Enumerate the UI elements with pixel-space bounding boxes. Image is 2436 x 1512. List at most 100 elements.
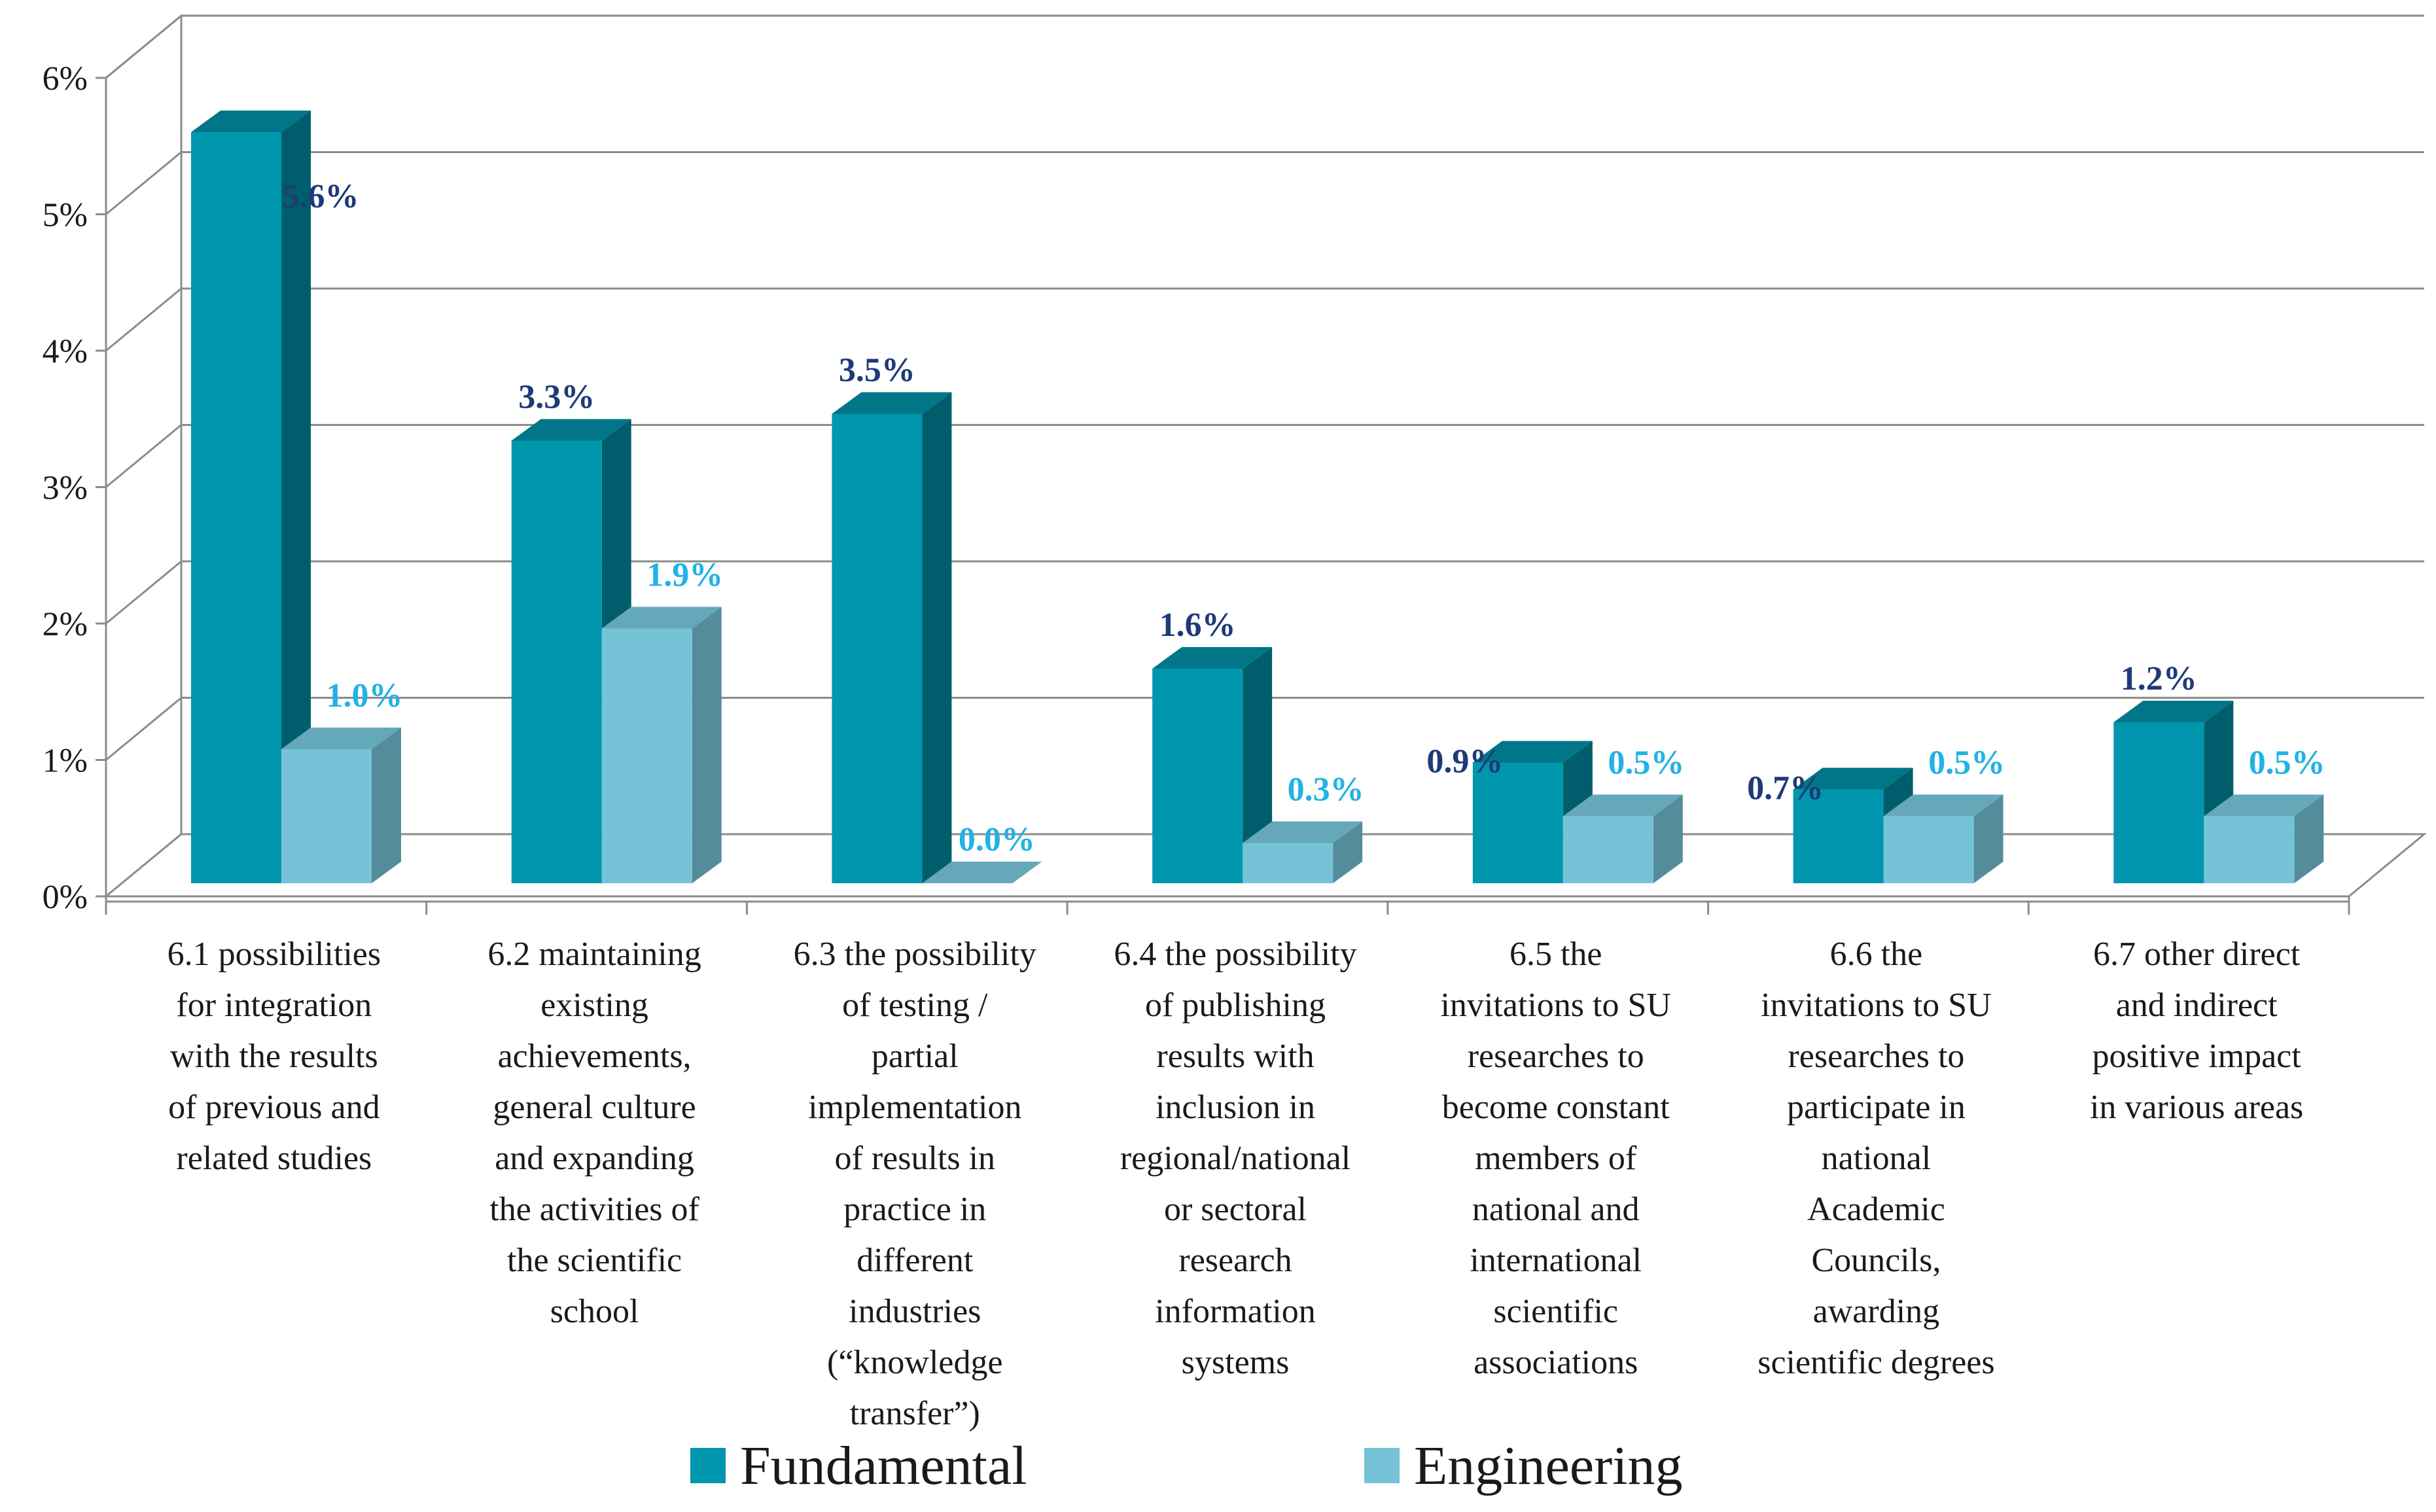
x-category-label-line: or sectoral: [1164, 1191, 1307, 1228]
bar-front-face: [2204, 816, 2295, 883]
data-label: 1.2%: [2121, 660, 2197, 697]
x-category-label-line: (“knowledge: [827, 1344, 1003, 1381]
bar-top-face: [191, 111, 311, 132]
bar-side-face: [281, 111, 311, 883]
data-label: 0.5%: [2249, 745, 2325, 782]
x-category-label-line: school: [550, 1293, 639, 1330]
bar-side-face: [1653, 794, 1683, 883]
x-category-label-line: researches to: [1788, 1038, 1964, 1075]
gridline: [105, 424, 2424, 488]
x-category-label-line: regional/national: [1120, 1140, 1350, 1177]
x-category-label-line: different: [856, 1242, 974, 1279]
x-category-label-line: implementation: [808, 1089, 1021, 1126]
x-category-label-line: and expanding: [495, 1140, 694, 1177]
gridline: [105, 14, 2424, 79]
x-category-label-line: results with: [1156, 1038, 1314, 1075]
x-category-label-line: researches to: [1468, 1038, 1644, 1075]
x-axis-line: [105, 891, 2350, 903]
x-category-label-line: become constant: [1442, 1089, 1670, 1126]
x-category-label-line: with the results: [170, 1038, 378, 1075]
gridline: [105, 151, 2424, 215]
x-category-label-line: the activities of: [489, 1191, 699, 1228]
data-label: 1.0%: [327, 677, 403, 714]
bar-front-face: [2113, 722, 2204, 883]
x-category-label-line: 6.1 possibilities: [168, 936, 381, 973]
y-tick-label: 1%: [43, 743, 88, 780]
bar-side-face: [692, 607, 722, 883]
legend-label: Engineering: [1414, 1435, 1683, 1496]
bar-front-face: [1243, 843, 1333, 883]
bar-front-face: [281, 749, 372, 883]
x-category-label-line: of testing /: [842, 987, 988, 1024]
y-tick-label: 0%: [43, 879, 88, 916]
legend-entry-fundamental: Fundamental: [690, 1435, 1027, 1496]
bar-engineering-3: [922, 862, 1042, 883]
x-category-label: 6.1 possibilities for integration with the…: [168, 936, 381, 1177]
bar-engineering-2: [601, 607, 722, 883]
x-category-label-line: national and: [1472, 1191, 1640, 1228]
x-category-label-line: 6.4 the possibility: [1114, 936, 1356, 973]
gridline: [105, 697, 2424, 761]
x-category-label-line: invitations to SU: [1440, 987, 1670, 1024]
bar-side-face: [2294, 794, 2324, 883]
bar-top-face: [511, 419, 631, 441]
y-tick-label: 4%: [43, 333, 88, 370]
x-category-label-line: practice in: [843, 1191, 986, 1228]
bar-top-face: [601, 607, 722, 629]
x-category-label-line: of previous and: [168, 1089, 380, 1126]
x-category-label-line: associations: [1474, 1344, 1638, 1381]
bar-top-face: [832, 392, 952, 414]
x-category-label-line: related studies: [176, 1140, 372, 1177]
chart-data-labels: 5.6% 3.3% 3.5% 1.6% 0.9% 0.7% 1.2% 1.0% 1.9% 0.0%…: [283, 178, 2325, 858]
bar-top-face: [281, 728, 401, 749]
x-category-label-line: positive impact: [2092, 1038, 2302, 1075]
x-category-label-line: Academic: [1807, 1191, 1945, 1228]
data-label: 0.9%: [1426, 743, 1503, 781]
x-category-label-line: 6.7 other direct: [2093, 936, 2301, 973]
x-category-label-line: scientific degrees: [1757, 1344, 1994, 1381]
bar-front-face: [832, 413, 923, 883]
chart-gridlines: [96, 14, 2424, 898]
y-axis-tick-labels: 0% 1% 2% 3% 4% 5% 6%: [43, 60, 88, 916]
gridline: [105, 287, 2424, 352]
x-category-label: 6.6 the invitations to SU researches to par…: [1757, 936, 1994, 1381]
y-tick-label: 6%: [43, 60, 88, 97]
bar-top-face: [1793, 767, 1913, 790]
bar-side-face: [1243, 647, 1273, 883]
data-label: 3.5%: [839, 352, 915, 389]
x-category-label-line: 6.5 the: [1509, 936, 1602, 973]
bar-front-face: [1562, 816, 1653, 883]
data-label: 0.3%: [1288, 771, 1364, 809]
legend-label: Fundamental: [740, 1435, 1027, 1496]
bar-top-face: [1472, 741, 1593, 763]
bar-front-face: [1152, 669, 1243, 883]
bar-top-face: [1562, 794, 1683, 817]
x-category-label-line: scientific: [1493, 1293, 1618, 1330]
x-category-label-line: for integration: [176, 987, 372, 1024]
x-category-label-line: general culture: [493, 1089, 696, 1126]
x-category-label-line: information: [1155, 1293, 1316, 1330]
x-category-label: 6.7 other direct and indirect positive imp…: [2090, 936, 2303, 1126]
x-category-label-line: inclusion in: [1156, 1089, 1315, 1126]
bar-top-face: [2204, 794, 2324, 817]
bar-side-face: [922, 392, 952, 883]
x-category-label-line: 6.2 maintaining: [487, 936, 701, 973]
x-category-label: 6.4 the possibility of publishing results …: [1114, 936, 1356, 1381]
chart-bars: [191, 111, 2324, 883]
x-category-label-line: existing: [540, 987, 648, 1024]
x-category-label: 6.3 the possibility of testing / partial im…: [794, 936, 1036, 1432]
bar-engineering-1: [281, 728, 401, 883]
bar-top-face: [1243, 821, 1363, 843]
x-category-label-line: national: [1822, 1140, 1932, 1177]
bar-engineering-7: [2204, 794, 2324, 883]
data-label: 0.7%: [1747, 770, 1824, 807]
bar-top-face: [2113, 701, 2234, 722]
data-label: 0.5%: [1928, 745, 2005, 782]
x-category-label-line: transfer”): [850, 1395, 980, 1432]
x-category-label-line: partial: [872, 1038, 959, 1075]
x-axis-category-labels: 6.1 possibilities for integration with the…: [168, 936, 2304, 1432]
gridline: [105, 560, 2424, 625]
x-category-label-line: in various areas: [2090, 1089, 2303, 1126]
legend-entry-engineering: Engineering: [1364, 1435, 1683, 1496]
